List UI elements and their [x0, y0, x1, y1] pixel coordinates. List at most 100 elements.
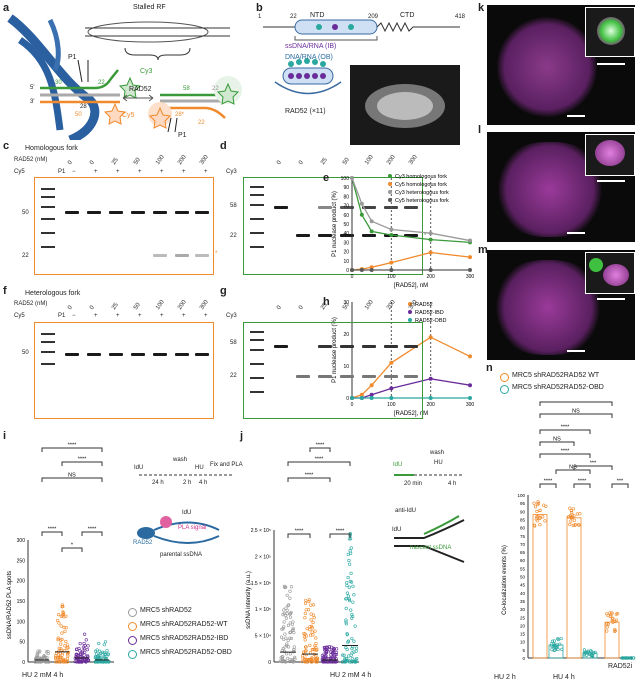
legend-marker	[388, 198, 392, 202]
data-point	[291, 620, 295, 624]
data-point	[102, 643, 106, 647]
data-point	[552, 639, 556, 643]
f-rad-row: RAD52 (nM)	[14, 301, 48, 307]
significance-label: ****	[561, 425, 570, 431]
significance-bracket	[539, 413, 613, 418]
data-point	[60, 603, 65, 607]
y-tick-label: 0	[268, 660, 271, 666]
significance-bracket	[611, 483, 629, 488]
y-tick-label: 100	[341, 176, 350, 182]
y-tick-label: 60	[520, 558, 526, 563]
data-point	[605, 629, 609, 633]
lane-concentration: 0	[67, 159, 74, 166]
y-tick-label: 20	[343, 332, 349, 338]
data-point	[327, 648, 332, 652]
y-tick-label: 100	[517, 493, 525, 498]
y-tick-label: 5 × 10⁴	[255, 634, 271, 640]
data-point	[36, 649, 40, 653]
data-point	[61, 610, 65, 614]
data-point	[543, 519, 547, 523]
panel-k-label: k	[478, 2, 485, 14]
data-point	[79, 652, 83, 656]
data-point	[346, 552, 350, 556]
data-point	[60, 613, 65, 617]
y-tick-label: 85	[520, 517, 526, 522]
data-point	[354, 646, 359, 650]
data-point	[308, 628, 312, 632]
data-point	[62, 625, 66, 629]
data-point	[309, 612, 313, 616]
data-point	[281, 655, 285, 659]
data-point	[573, 523, 577, 527]
data-point	[106, 652, 110, 656]
y-tick-label: 2.5 × 10⁵	[251, 528, 271, 534]
lane-concentration: 300	[199, 299, 210, 311]
data-point	[537, 514, 541, 518]
data-point	[81, 656, 85, 661]
data-point	[288, 636, 292, 640]
panel-l-label: l	[478, 124, 482, 136]
data-point	[288, 621, 292, 625]
data-point	[354, 649, 358, 653]
data-point	[570, 513, 574, 517]
data-point	[343, 657, 347, 661]
data-point	[389, 233, 394, 238]
ctd-label: CTD	[400, 12, 415, 19]
y-tick-label: 5	[522, 648, 525, 653]
len-30: 30	[55, 80, 62, 86]
y-tick-label: 20	[343, 250, 349, 256]
gel-g	[243, 322, 423, 419]
lane-p1-sign: +	[138, 313, 142, 319]
lane-concentration: 0	[89, 304, 96, 311]
significance-label: ****	[88, 527, 97, 533]
len-58: 58	[183, 86, 190, 92]
data-point	[359, 392, 364, 397]
data-point	[85, 648, 89, 652]
x-axis-label: [RAD52], nM	[394, 411, 428, 417]
fork-sketch	[153, 521, 220, 544]
data-point	[344, 620, 348, 624]
len-28: 28	[80, 104, 87, 110]
data-point	[341, 653, 345, 657]
legend-label: Cy3 homologous fork	[395, 174, 447, 180]
lane-p1-sign: +	[204, 313, 208, 319]
data-point	[344, 622, 348, 626]
data-point	[353, 624, 357, 628]
data-point	[313, 644, 317, 648]
data-point	[78, 642, 82, 646]
data-point	[312, 659, 316, 663]
data-point	[303, 649, 307, 654]
legend-label: RAD52-OBD	[415, 318, 447, 324]
y-tick-label: 30	[343, 240, 349, 246]
j-anti: anti-IdU	[395, 508, 417, 514]
mean-bar	[604, 621, 620, 659]
data-point	[568, 522, 572, 527]
data-point	[389, 386, 394, 391]
data-point	[95, 652, 99, 656]
y-tick-label: 30	[520, 607, 526, 612]
legend-marker	[500, 385, 509, 394]
y-tick-label: 0	[346, 396, 349, 402]
legend-marker	[388, 182, 392, 186]
fork-schematic	[7, 14, 242, 140]
data-point	[309, 603, 313, 607]
i-idu2: IdU	[182, 510, 192, 516]
data-point	[57, 646, 61, 650]
data-point	[346, 594, 350, 598]
data-point	[468, 396, 472, 400]
data-point	[282, 620, 286, 624]
legend-marker	[408, 310, 412, 314]
significance-bracket	[41, 447, 103, 452]
legend-label: Cy3 heterologous fork	[395, 190, 449, 196]
data-point	[550, 648, 554, 652]
data-point	[289, 585, 294, 589]
data-point	[288, 652, 292, 656]
data-point	[75, 647, 79, 651]
data-point	[293, 655, 297, 659]
y-tick-label: 80	[343, 194, 349, 200]
i-t1: 24 h	[152, 480, 164, 486]
data-point	[286, 638, 290, 642]
data-point	[84, 638, 88, 642]
data-point	[535, 509, 539, 514]
data-point	[307, 598, 311, 602]
